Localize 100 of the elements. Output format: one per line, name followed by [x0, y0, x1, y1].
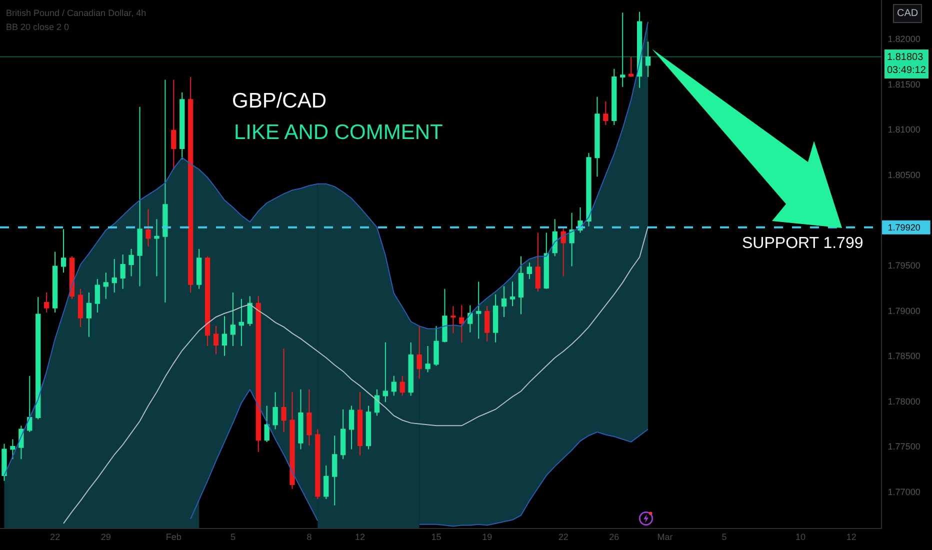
- candlestick: [340, 408, 346, 460]
- candlestick: [281, 348, 286, 432]
- candlestick: [52, 251, 58, 313]
- candlestick: [586, 152, 592, 227]
- candlestick: [518, 256, 524, 315]
- x-tick-label: 29: [100, 532, 111, 542]
- candlestick: [290, 392, 295, 490]
- candlestick: [272, 392, 278, 430]
- candlestick: [315, 428, 320, 500]
- annotation: BB 20 close 2 0: [6, 22, 70, 32]
- candlestick: [112, 258, 117, 294]
- candlestick: [306, 388, 312, 446]
- candlestick: [230, 292, 236, 346]
- candlestick: [459, 304, 464, 343]
- line-series: [63, 226, 649, 524]
- candlestick: [2, 443, 7, 482]
- candlestick: [324, 465, 329, 500]
- x-tick-label: 15: [431, 532, 442, 542]
- candlestick: [298, 388, 304, 450]
- candlestick: [628, 56, 634, 78]
- candlestick: [256, 296, 261, 452]
- annotation: British Pound / Canadian Dollar, 4h: [6, 8, 146, 18]
- candlestick: [27, 375, 32, 432]
- ref-line-label: SUPPORT 1.799: [742, 235, 864, 252]
- candlestick: [501, 286, 507, 318]
- y-tick-label: 1.81500: [888, 79, 920, 90]
- y-tick-label: 1.80500: [888, 170, 920, 180]
- candlestick: [103, 272, 108, 300]
- candlestick: [450, 306, 456, 334]
- candlestick: [620, 12, 626, 88]
- y-tick-label: 1.77500: [888, 442, 920, 452]
- x-tick-label: 5: [722, 532, 727, 542]
- candlestick: [188, 76, 194, 294]
- candlestick: [391, 375, 396, 396]
- x-tick-label: 12: [355, 532, 366, 542]
- candlestick: [526, 262, 532, 280]
- candlestick: [374, 388, 380, 416]
- candlestick: [510, 281, 516, 307]
- candlestick: [645, 41, 651, 78]
- x-tick-label: 26: [609, 532, 620, 542]
- line-series: [4, 21, 649, 476]
- x-tick-label: 19: [482, 532, 492, 542]
- candlestick: [10, 438, 16, 460]
- candlestick: [594, 96, 600, 178]
- candlestick: [213, 326, 219, 355]
- candlestick: [69, 256, 75, 300]
- candlestick: [264, 405, 270, 442]
- candlestick: [120, 254, 126, 290]
- candlestick: [612, 68, 617, 126]
- candlestick: [238, 298, 244, 346]
- y-axis-title: CAD: [897, 8, 918, 19]
- candlestick: [137, 106, 142, 287]
- y-tick-label: 1.79920: [888, 222, 920, 232]
- candlestick: [637, 11, 642, 88]
- x-tick-label: 8: [306, 532, 312, 542]
- candlestick: [442, 288, 448, 343]
- candlestick: [425, 345, 430, 373]
- candlestick: [560, 226, 566, 277]
- candlestick: [544, 232, 549, 290]
- x-tick-label: 22: [558, 532, 568, 542]
- candlestick: [222, 316, 228, 356]
- candlestick: [204, 256, 210, 346]
- candlestick: [94, 278, 100, 313]
- x-tick-label: 10: [796, 532, 806, 542]
- text: GBP/CAD: [232, 89, 327, 112]
- candlestick: [434, 326, 439, 366]
- candlestick: [535, 232, 540, 292]
- candlestick: [468, 304, 473, 333]
- y-tick-label: 1.79500: [888, 260, 920, 271]
- y-tick-label: 1.82000: [888, 34, 920, 44]
- x-tick-label: Mar: [657, 532, 673, 542]
- candlestick: [357, 392, 363, 456]
- x-tick-label: 12: [846, 532, 856, 542]
- candlestick: [171, 79, 176, 170]
- candlestick: [162, 79, 168, 303]
- candlestick: [366, 405, 372, 450]
- candlestick: [332, 435, 338, 506]
- candlestick: [60, 228, 66, 274]
- candlestick: [180, 92, 185, 160]
- candlestick: [382, 342, 388, 403]
- candlestick: [36, 296, 41, 420]
- candlestick: [484, 306, 490, 342]
- candlestick: [146, 208, 151, 247]
- candlestick: [154, 218, 160, 277]
- candlestick: [552, 218, 558, 257]
- candlestick: [196, 248, 202, 290]
- candlestick: [603, 100, 608, 126]
- y-tick-label: 1.81000: [888, 124, 920, 135]
- candlestick: [408, 342, 414, 396]
- y-tick-label: 1.77000: [888, 486, 920, 497]
- candlestick: [86, 292, 92, 338]
- y-tick-label: 1.79000: [888, 306, 920, 316]
- candlestick: [400, 375, 405, 396]
- candlestick: [492, 294, 498, 343]
- x-tick-label: 5: [230, 532, 236, 542]
- candlestick: [416, 326, 422, 380]
- candlestick: [348, 405, 354, 450]
- candlestick: [128, 248, 134, 277]
- candlestick: [247, 296, 252, 327]
- ref-line-label: 1.81803 03:49:12: [887, 52, 926, 76]
